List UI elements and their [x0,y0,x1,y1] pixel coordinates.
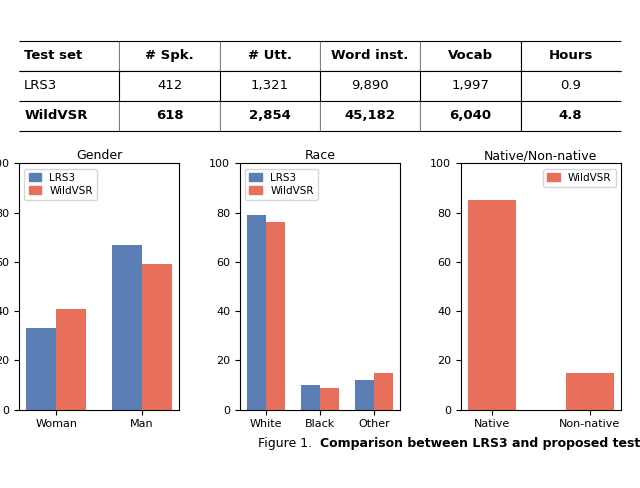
Legend: LRS3, WildVSR: LRS3, WildVSR [245,168,318,200]
Legend: LRS3, WildVSR: LRS3, WildVSR [24,168,97,200]
Bar [26,328,56,410]
Bar [301,385,320,410]
Bar [468,200,516,410]
Bar [320,387,339,410]
Text: Figure 1.: Figure 1. [258,437,320,449]
Bar [374,373,393,410]
Title: Race: Race [305,149,335,162]
Title: Gender: Gender [76,149,122,162]
Title: Native/Non-native: Native/Non-native [484,149,598,162]
Bar [142,264,172,410]
Bar [56,309,86,410]
Text: Comparison between LRS3 and proposed test sets in: Comparison between LRS3 and proposed tes… [320,437,640,449]
Bar [266,223,285,410]
Bar [355,380,374,410]
Bar [566,373,614,410]
Legend: WildVSR: WildVSR [543,168,616,187]
Bar [112,244,142,410]
Bar [247,215,266,410]
